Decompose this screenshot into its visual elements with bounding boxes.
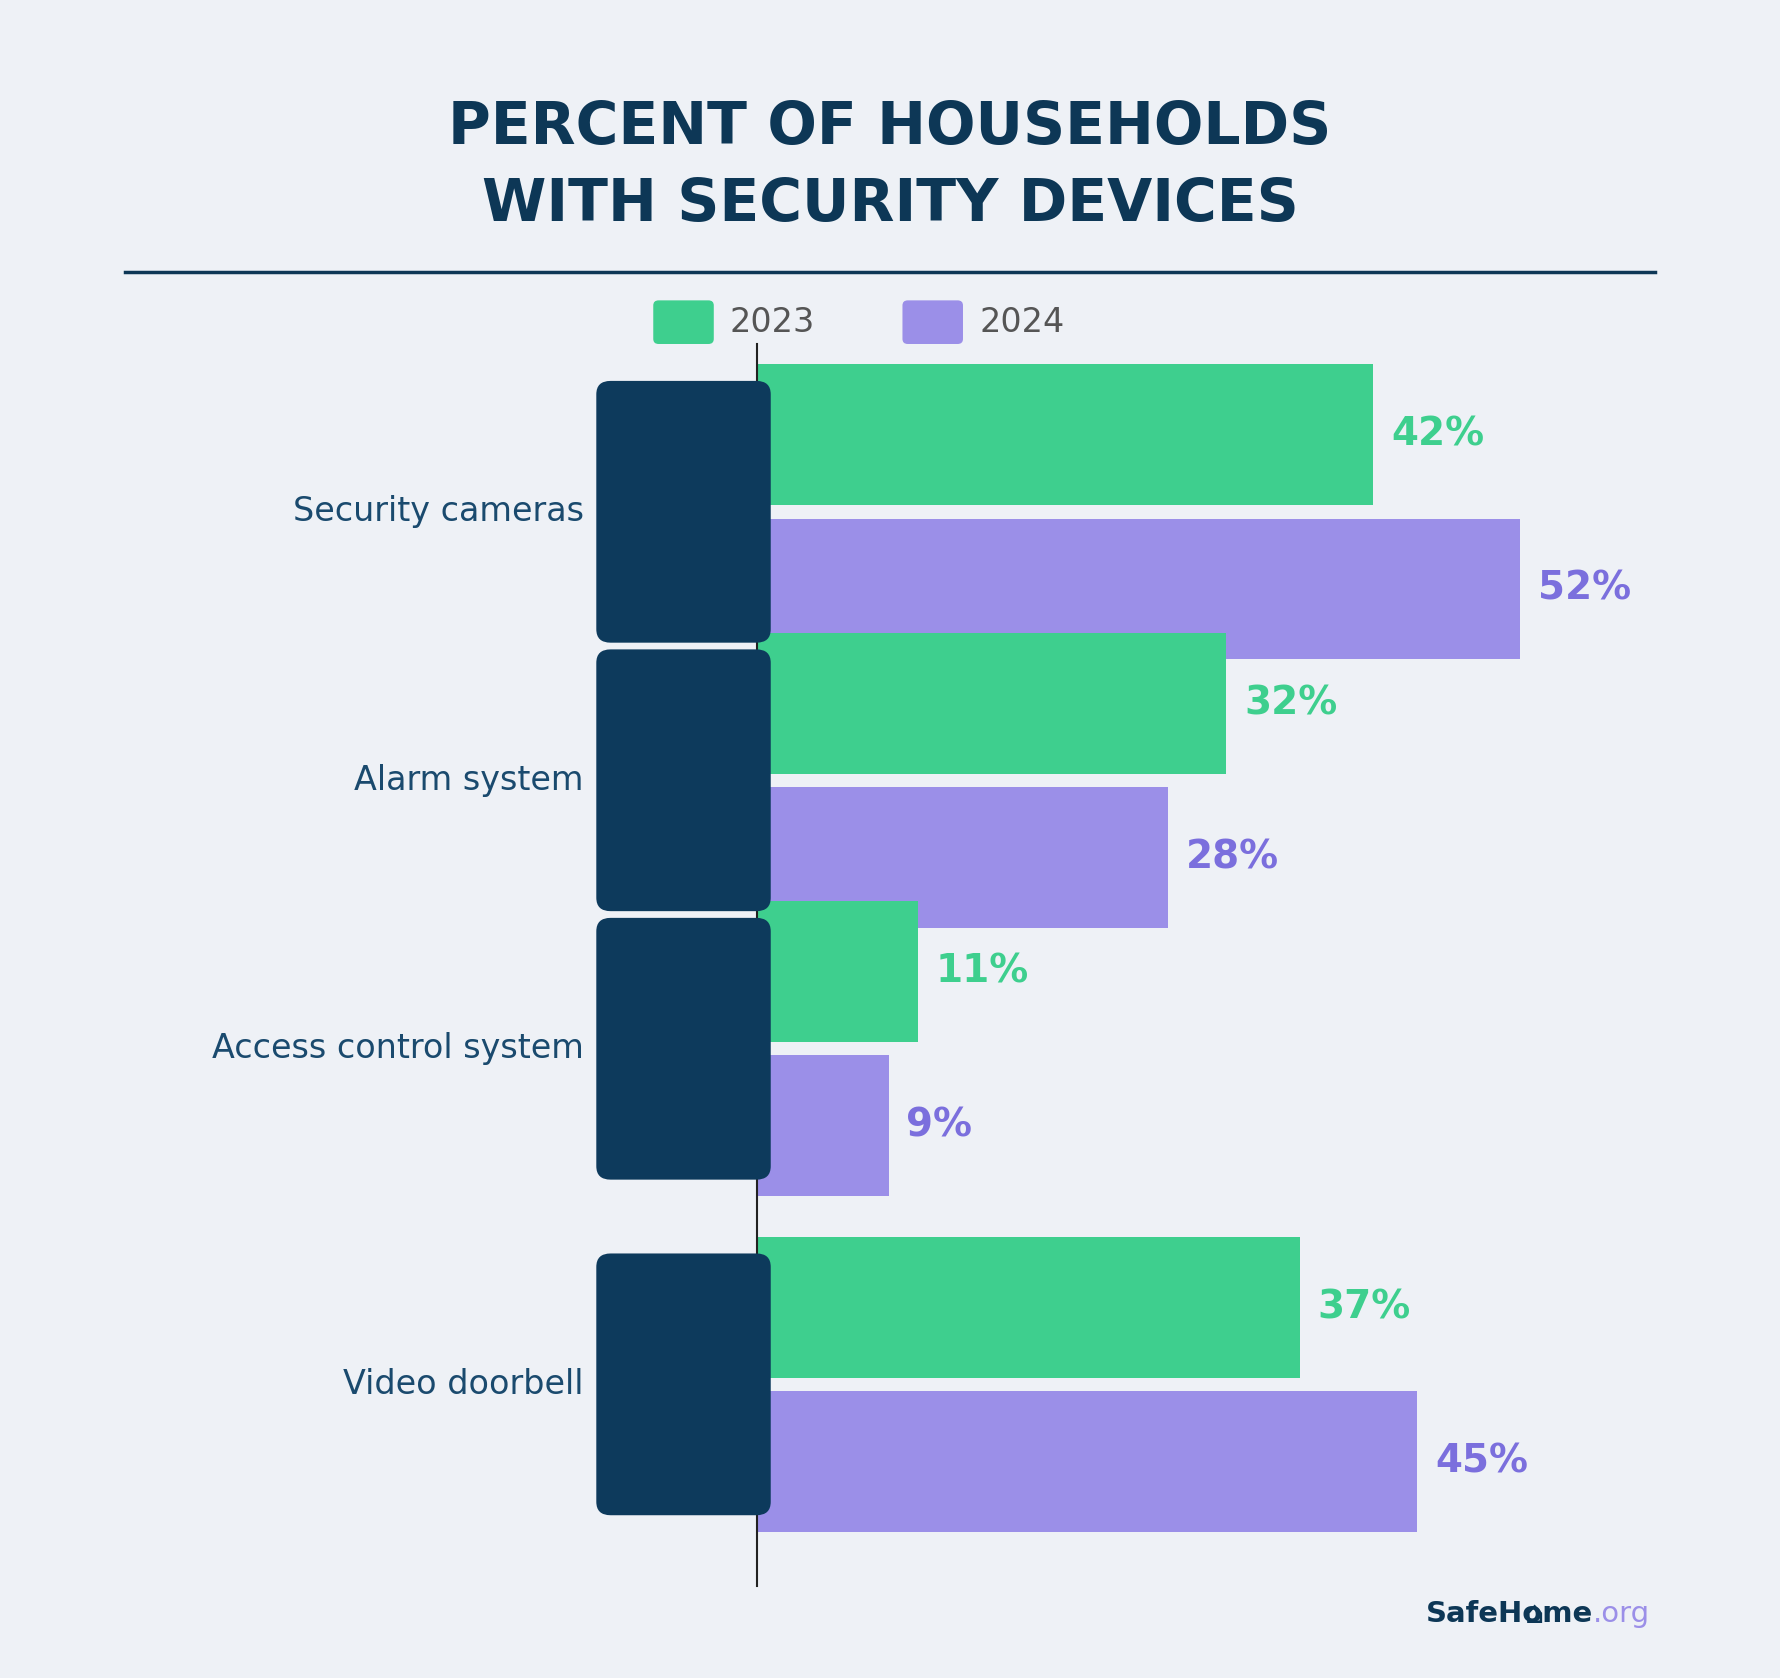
Text: 2023: 2023 [730,305,815,339]
Text: 37%: 37% [1317,1289,1412,1326]
Text: SafeHome: SafeHome [1426,1601,1593,1628]
Text: 2024: 2024 [979,305,1064,339]
Text: 28%: 28% [1185,839,1278,876]
Text: Video doorbell: Video doorbell [344,1368,584,1401]
Text: WITH SECURITY DEVICES: WITH SECURITY DEVICES [482,176,1298,233]
Text: 52%: 52% [1538,571,1630,607]
Text: 32%: 32% [1244,685,1337,722]
Text: PERCENT OF HOUSEHOLDS: PERCENT OF HOUSEHOLDS [449,99,1331,156]
Text: 11%: 11% [936,953,1029,990]
Text: 9%: 9% [906,1107,972,1144]
Text: 45%: 45% [1435,1443,1527,1480]
Text: Access control system: Access control system [212,1032,584,1066]
Text: Security cameras: Security cameras [294,495,584,529]
Text: ⌂: ⌂ [1525,1599,1543,1629]
Text: Alarm system: Alarm system [354,763,584,797]
Text: .org: .org [1593,1601,1650,1628]
Text: 42%: 42% [1392,416,1485,453]
